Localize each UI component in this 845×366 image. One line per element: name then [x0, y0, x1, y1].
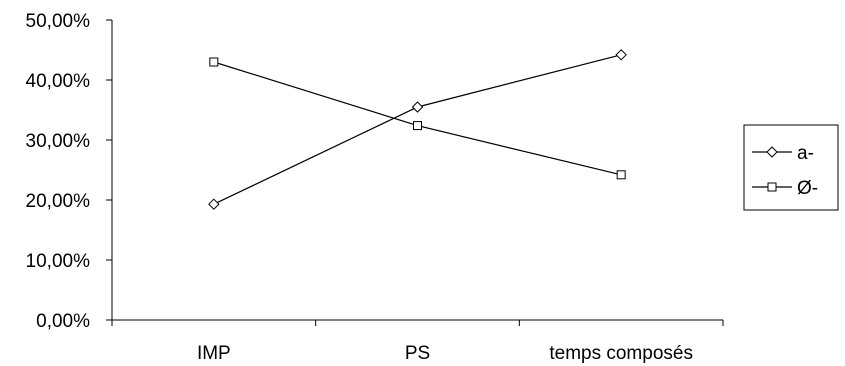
diamond-point [208, 198, 220, 210]
y-tick-label: 30,00% [26, 131, 91, 152]
y-tick-label: 10,00% [26, 251, 91, 272]
legend-label: a- [797, 143, 814, 164]
legend-square-icon [767, 182, 777, 192]
legend-box [743, 124, 839, 211]
x-axis-ticks: IMP PS temps composés [111, 320, 724, 364]
y-tick-label: 40,00% [26, 71, 91, 92]
x-tick-label: IMP [197, 343, 231, 364]
y-tick-label: 20,00% [26, 191, 91, 212]
diamond-point [615, 49, 627, 61]
legend: a- Ø- [743, 124, 839, 211]
y-axis-ticks: 0,00% 10,00% 20,00% 30,00% 40,00% 50,00% [26, 11, 112, 332]
square-point [209, 57, 219, 67]
legend-label: Ø- [797, 178, 818, 199]
square-point [616, 170, 626, 180]
x-tick-label: temps composés [549, 343, 693, 364]
series-a [208, 49, 627, 210]
series-line [213, 61, 622, 176]
legend-diamond-icon [766, 146, 778, 158]
y-tick-label: 0,00% [36, 311, 90, 332]
x-tick-label: PS [405, 343, 430, 364]
square-point [413, 121, 422, 131]
series-layer [208, 49, 627, 210]
diamond-point [411, 101, 424, 113]
y-tick-label: 50,00% [26, 11, 91, 32]
series-o [209, 57, 626, 180]
